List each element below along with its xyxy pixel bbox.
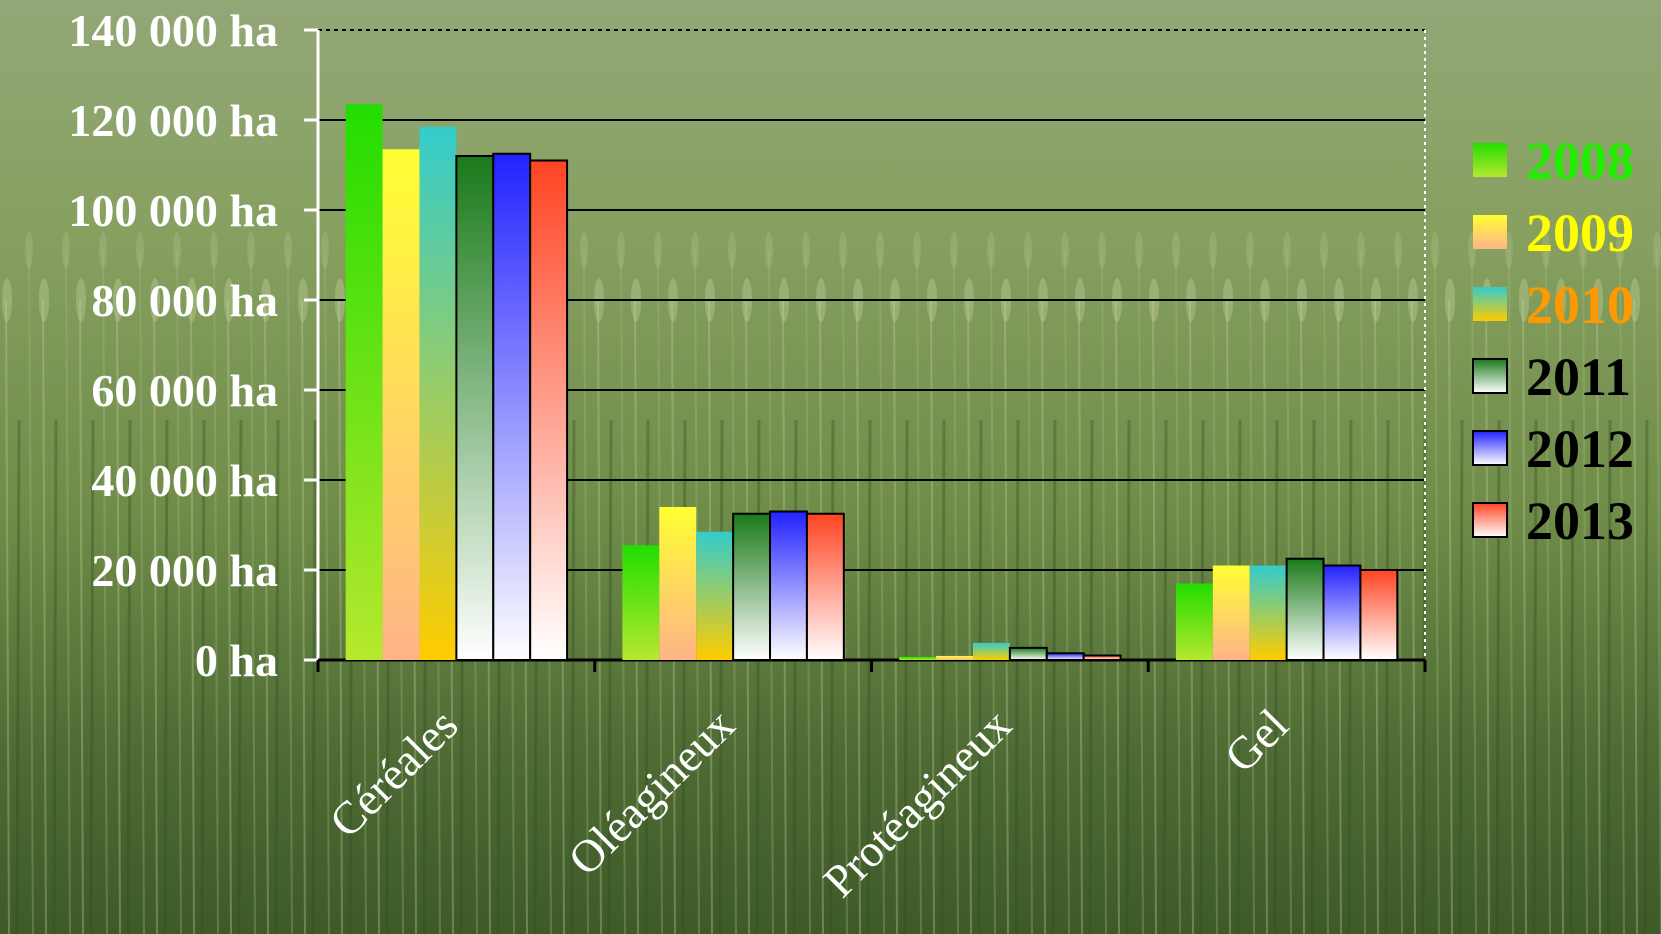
legend-swatch-2011 bbox=[1472, 358, 1508, 394]
legend-label-2011: 2011 bbox=[1526, 347, 1631, 407]
bar-2010-2 bbox=[972, 642, 1010, 660]
bar-2011-2 bbox=[1008, 646, 1048, 661]
legend-swatch-2012 bbox=[1472, 430, 1508, 466]
legend-label-2012: 2012 bbox=[1526, 419, 1634, 479]
y-tick-label: 80 000 ha bbox=[91, 275, 278, 326]
bar-2011-3 bbox=[1285, 557, 1325, 661]
bar-2012-2 bbox=[1045, 652, 1085, 661]
y-tick-label: 60 000 ha bbox=[91, 365, 278, 416]
bar-2008-0 bbox=[345, 104, 383, 660]
legend-swatch-2009 bbox=[1473, 215, 1507, 249]
bar-2008-1 bbox=[622, 545, 660, 660]
bar-2012-3 bbox=[1322, 564, 1362, 661]
bar-2010-3 bbox=[1249, 565, 1287, 660]
bar-2010-0 bbox=[419, 126, 457, 660]
legend-label-2008: 2008 bbox=[1526, 131, 1634, 191]
y-tick-label: 140 000 ha bbox=[68, 5, 278, 56]
y-tick-label: 40 000 ha bbox=[91, 455, 278, 506]
y-axis-tick-labels: 0 ha 20 000 ha 40 000 ha 60 000 ha 80 000 ha… bbox=[68, 5, 278, 686]
legend-label-2009: 2009 bbox=[1526, 203, 1634, 263]
bar-2011-1 bbox=[732, 512, 772, 661]
bar-2013-3 bbox=[1359, 569, 1399, 661]
y-tick-label: 100 000 ha bbox=[68, 185, 278, 236]
bar-2010-1 bbox=[696, 531, 734, 660]
bar-2012-0 bbox=[492, 152, 532, 661]
bar-2008-3 bbox=[1175, 583, 1213, 660]
legend-swatch-2013 bbox=[1472, 502, 1508, 538]
bar-2009-2 bbox=[936, 655, 973, 660]
bar-2013-0 bbox=[529, 159, 569, 661]
bar-2008-2 bbox=[899, 656, 937, 660]
bar-2009-3 bbox=[1212, 565, 1250, 660]
legend-label-2013: 2013 bbox=[1526, 491, 1634, 551]
legend-swatch-2008 bbox=[1473, 143, 1507, 177]
bar-2013-1 bbox=[805, 512, 845, 661]
bar-2011-0 bbox=[455, 155, 495, 661]
legend-swatch-2010 bbox=[1473, 287, 1507, 321]
legend-label-2010: 2010 bbox=[1526, 275, 1634, 335]
bars bbox=[345, 104, 1399, 661]
y-tick-label: 120 000 ha bbox=[68, 95, 278, 146]
y-tick-label: 20 000 ha bbox=[91, 545, 278, 596]
bar-2013-2 bbox=[1082, 654, 1122, 661]
bar-2009-0 bbox=[382, 149, 420, 660]
legend: 2008 2009 2010 2011 2012 2013 bbox=[1472, 131, 1634, 551]
bar-2012-1 bbox=[769, 510, 808, 661]
bar-2009-1 bbox=[659, 507, 697, 660]
y-tick-label: 0 ha bbox=[195, 635, 278, 686]
